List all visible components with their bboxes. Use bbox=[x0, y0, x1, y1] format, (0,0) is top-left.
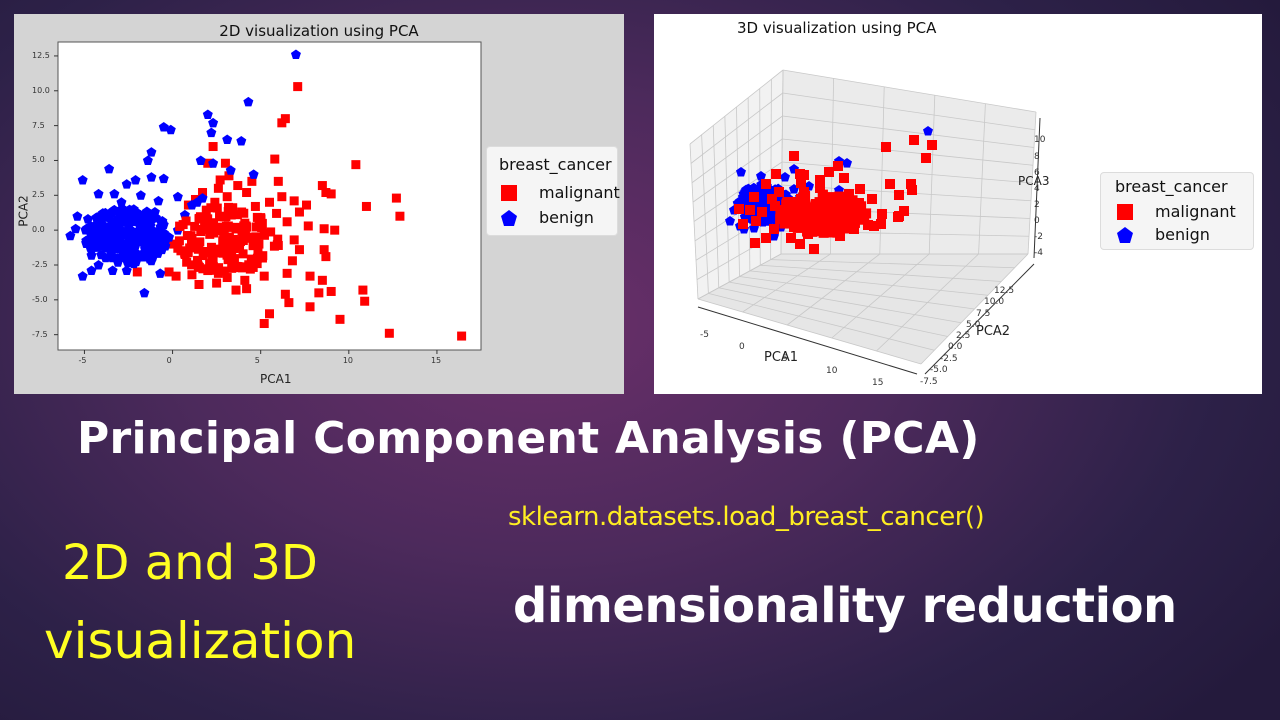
y-axis-label-3d: PCA2 bbox=[976, 324, 1011, 339]
x-tick-label: -5 bbox=[700, 330, 709, 340]
y-tick-label: -7.5 bbox=[32, 329, 48, 339]
z-tick-label: 4 bbox=[1034, 184, 1040, 194]
y-tick-label: 2.5 bbox=[956, 331, 971, 341]
y-tick-label: 12.5 bbox=[32, 50, 50, 60]
legend-item-malignant: malignant bbox=[501, 183, 620, 202]
legend-item-benign: benign bbox=[1117, 225, 1210, 244]
x-tick-label: 10 bbox=[826, 366, 838, 376]
x-tick-label: 0 bbox=[739, 342, 745, 352]
legend-title: breast_cancer bbox=[499, 155, 612, 174]
legend-item-malignant: malignant bbox=[1117, 202, 1236, 221]
legend-3d: breast_cancer malignant benign bbox=[1100, 172, 1254, 250]
x-tick-label: 15 bbox=[872, 378, 884, 388]
y-tick-label: 10.0 bbox=[984, 297, 1005, 307]
chart-title-2d: 2D visualization using PCA bbox=[219, 22, 419, 40]
y-axis-label-2d: PCA2 bbox=[16, 195, 31, 227]
pentagon-marker-icon bbox=[1117, 226, 1133, 243]
y-tick-label: 5.0 bbox=[32, 155, 45, 165]
y-tick-label: 10.0 bbox=[32, 85, 50, 95]
pca-3d-scatter-plot bbox=[689, 69, 1041, 375]
legend-label-benign: benign bbox=[1155, 225, 1210, 244]
topic-label: dimensionality reduction bbox=[513, 578, 1177, 634]
z-tick-label: 6 bbox=[1034, 168, 1040, 178]
z-tick-label: 0 bbox=[1034, 216, 1040, 226]
legend-label-malignant: malignant bbox=[1155, 202, 1236, 221]
x-tick-label: -5 bbox=[78, 356, 87, 365]
x-axis-label-3d: PCA1 bbox=[764, 350, 799, 365]
x-tick-label: 5 bbox=[254, 356, 260, 365]
dataset-function-label: sklearn.datasets.load_breast_cancer() bbox=[508, 502, 985, 532]
z-tick-label: -2 bbox=[1034, 232, 1043, 242]
legend-2d: breast_cancer malignant benign bbox=[486, 146, 620, 236]
y-tick-label: -5.0 bbox=[930, 365, 948, 375]
y-tick-label: 7.5 bbox=[976, 309, 991, 319]
chart-title-3d: 3D visualization using PCA bbox=[737, 19, 937, 37]
pentagon-marker-icon bbox=[501, 209, 517, 226]
square-marker-icon bbox=[501, 184, 517, 201]
x-tick-label: 0 bbox=[166, 356, 172, 365]
z-axis-label-3d: PCA3 bbox=[1018, 174, 1050, 188]
y-tick-label: -7.5 bbox=[920, 377, 938, 387]
y-tick-label: 2.5 bbox=[32, 190, 45, 200]
legend-item-benign: benign bbox=[501, 208, 594, 227]
z-tick-label: 8 bbox=[1034, 152, 1040, 162]
tagline-line-2: visualization bbox=[44, 612, 357, 670]
y-tick-label: 7.5 bbox=[32, 120, 45, 130]
y-tick-label: -5.0 bbox=[32, 294, 48, 304]
z-tick-label: -4 bbox=[1034, 248, 1043, 258]
x-axis-label-2d: PCA1 bbox=[260, 372, 292, 386]
square-marker-icon bbox=[1117, 203, 1133, 220]
pca-2d-chart-panel: 2D visualization using PCA PCA1 PCA2 -5 0… bbox=[14, 14, 624, 394]
legend-label-benign: benign bbox=[539, 208, 594, 227]
x-tick-label: 5 bbox=[782, 354, 788, 364]
legend-label-malignant: malignant bbox=[539, 183, 620, 202]
y-tick-label: 12.5 bbox=[994, 286, 1015, 296]
y-tick-label: 0.0 bbox=[32, 225, 45, 235]
pca-3d-chart-panel: 3D visualization using PCA PCA1 PCA2 PCA… bbox=[654, 14, 1262, 394]
legend-title: breast_cancer bbox=[1115, 177, 1228, 196]
z-tick-label: 2 bbox=[1034, 200, 1040, 210]
y-tick-label: -2.5 bbox=[32, 259, 48, 269]
y-tick-label: 5.0 bbox=[966, 320, 981, 330]
pca-2d-scatter-plot bbox=[54, 41, 482, 354]
x-tick-label: 15 bbox=[430, 356, 442, 365]
y-tick-label: -2.5 bbox=[940, 354, 958, 364]
tagline-line-1: 2D and 3D bbox=[62, 535, 318, 591]
x-tick-label: 10 bbox=[342, 356, 353, 365]
z-tick-label: 10 bbox=[1034, 135, 1046, 145]
headline-title: Principal Component Analysis (PCA) bbox=[77, 413, 980, 464]
y-tick-label: 0.0 bbox=[948, 342, 963, 352]
